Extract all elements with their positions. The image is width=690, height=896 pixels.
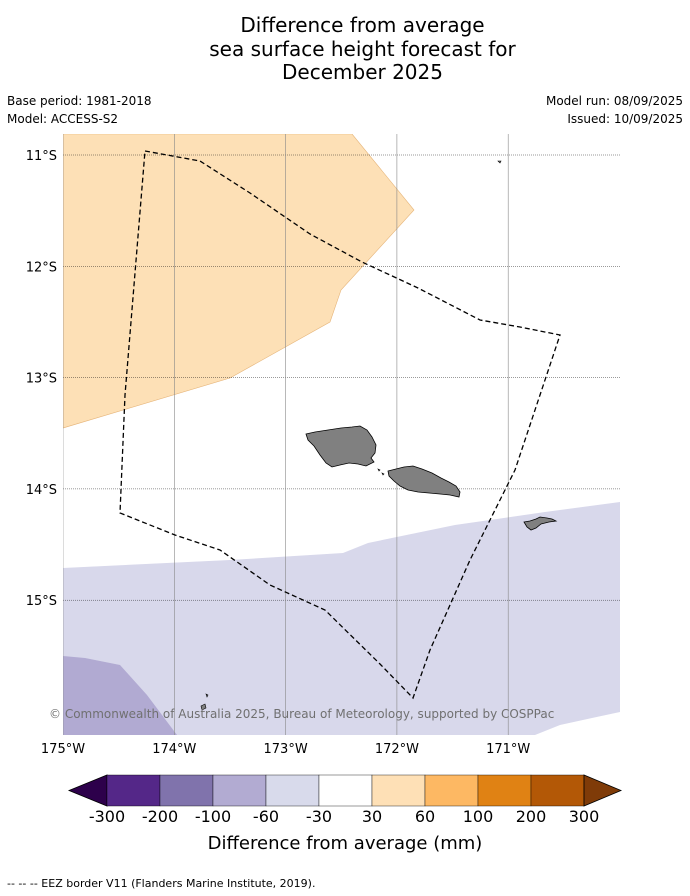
colorbar-tick-label: 200 — [515, 807, 547, 826]
model-run-date: Model run: 08/09/2025 — [545, 94, 683, 108]
colorbar-title: Difference from average (mm) — [207, 833, 483, 854]
colorbar-segment — [477, 774, 532, 807]
colorbar-segment — [212, 774, 267, 807]
colorbar-segment — [159, 774, 214, 807]
title-line-1: Difference from average — [240, 13, 485, 37]
colorbar-tick-label: 30 — [361, 807, 383, 826]
colorbar-tick-label: 300 — [568, 807, 600, 826]
upolu-island — [387, 465, 461, 498]
graticule — [63, 134, 620, 735]
colorbar-segment — [265, 774, 320, 807]
colorbar-extend-low — [67, 774, 108, 807]
eez-legend: -- -- -- EEZ border V11 (Flanders Marine… — [7, 877, 316, 890]
lon-tick-label: 171°W — [486, 742, 530, 757]
colorbar-segment — [371, 774, 426, 807]
colorbar-tick-label: 60 — [414, 807, 436, 826]
small-island — [377, 468, 385, 476]
chart-title: Difference from average sea surface heig… — [0, 13, 690, 85]
lat-tick-label: 13°S — [26, 372, 57, 387]
colorbar-tick-label: -30 — [305, 807, 333, 826]
issued-date: Issued: 10/09/2025 — [567, 112, 683, 126]
anomaly-region-negative-light — [63, 502, 620, 735]
colorbar-segment — [530, 774, 585, 807]
lon-tick-label: 174°W — [152, 742, 196, 757]
colorbar-tick-label: -300 — [88, 807, 126, 826]
niuafoou-island — [200, 693, 209, 711]
lon-tick-label: 173°W — [264, 742, 308, 757]
map-area — [63, 134, 620, 735]
colorbar-tick-label: -100 — [194, 807, 232, 826]
base-period: Base period: 1981-2018 — [7, 94, 152, 108]
lat-tick-label: 14°S — [26, 483, 57, 498]
lat-tick-label: 11°S — [26, 149, 57, 164]
model-name: Model: ACCESS-S2 — [7, 112, 119, 126]
colorbar-tick-label: -200 — [141, 807, 179, 826]
anomaly-region-negative-medium — [63, 656, 177, 735]
title-line-3: December 2025 — [282, 60, 443, 84]
lat-tick-label: 15°S — [26, 594, 57, 609]
colorbar-segment — [106, 774, 161, 807]
lon-tick-label: 175°W — [41, 742, 85, 757]
swains-island — [497, 160, 502, 164]
savaii-island — [305, 425, 377, 468]
lon-tick-label: 172°W — [375, 742, 419, 757]
copyright-notice: © Commonwealth of Australia 2025, Bureau… — [49, 707, 555, 721]
anomaly-region-positive — [63, 134, 415, 429]
colorbar-tick-label: 100 — [462, 807, 494, 826]
colorbar-extend-high — [583, 774, 623, 807]
eez-border — [119, 150, 561, 700]
colorbar-segment — [424, 774, 479, 807]
lat-tick-label: 12°S — [26, 260, 57, 275]
colorbar-segment — [318, 774, 373, 807]
tutuila-island — [523, 516, 558, 531]
colorbar — [67, 774, 623, 807]
colorbar-tick-label: -60 — [252, 807, 280, 826]
title-line-2: sea surface height forecast for — [209, 36, 516, 61]
axis-labels: 11°S 12°S 13°S 14°S 15°S 175°W 174°W 173°W 172°W… — [26, 149, 531, 757]
